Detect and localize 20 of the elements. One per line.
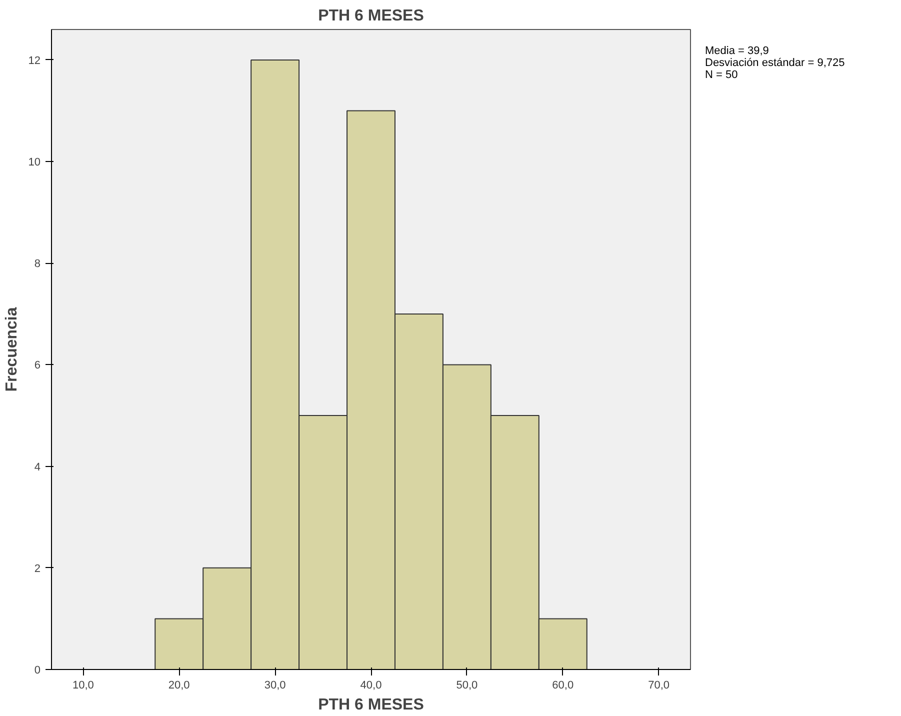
chart-title: PTH 6 MESES: [318, 8, 424, 24]
x-tick-label: 70,0: [648, 680, 670, 692]
y-tick-label: 4: [34, 461, 41, 474]
text: Desviación estándar = 9,725: [705, 57, 845, 70]
y-tick-label: 6: [34, 360, 41, 372]
y-tick-label: 10: [28, 156, 41, 169]
x-tick-label: 20,0: [168, 680, 190, 692]
text: N = 50: [705, 69, 738, 82]
y-tick-label: 12: [28, 54, 41, 67]
text: Media = 39,9: [705, 45, 769, 57]
x-tick-label: 40,0: [360, 680, 382, 692]
x-tick-label: 50,0: [456, 680, 478, 692]
y-tick-label: 0: [34, 664, 41, 676]
x-tick-label: 30,0: [264, 680, 286, 692]
y-tick-label: 8: [34, 258, 41, 270]
x-axis-title: PTH 6 MESES: [318, 696, 424, 714]
y-axis-title: Frecuencia: [3, 307, 20, 392]
x-tick-label: 60,0: [552, 680, 574, 692]
y-tick-label: 2: [34, 562, 41, 575]
x-tick-label: 10,0: [72, 680, 94, 692]
